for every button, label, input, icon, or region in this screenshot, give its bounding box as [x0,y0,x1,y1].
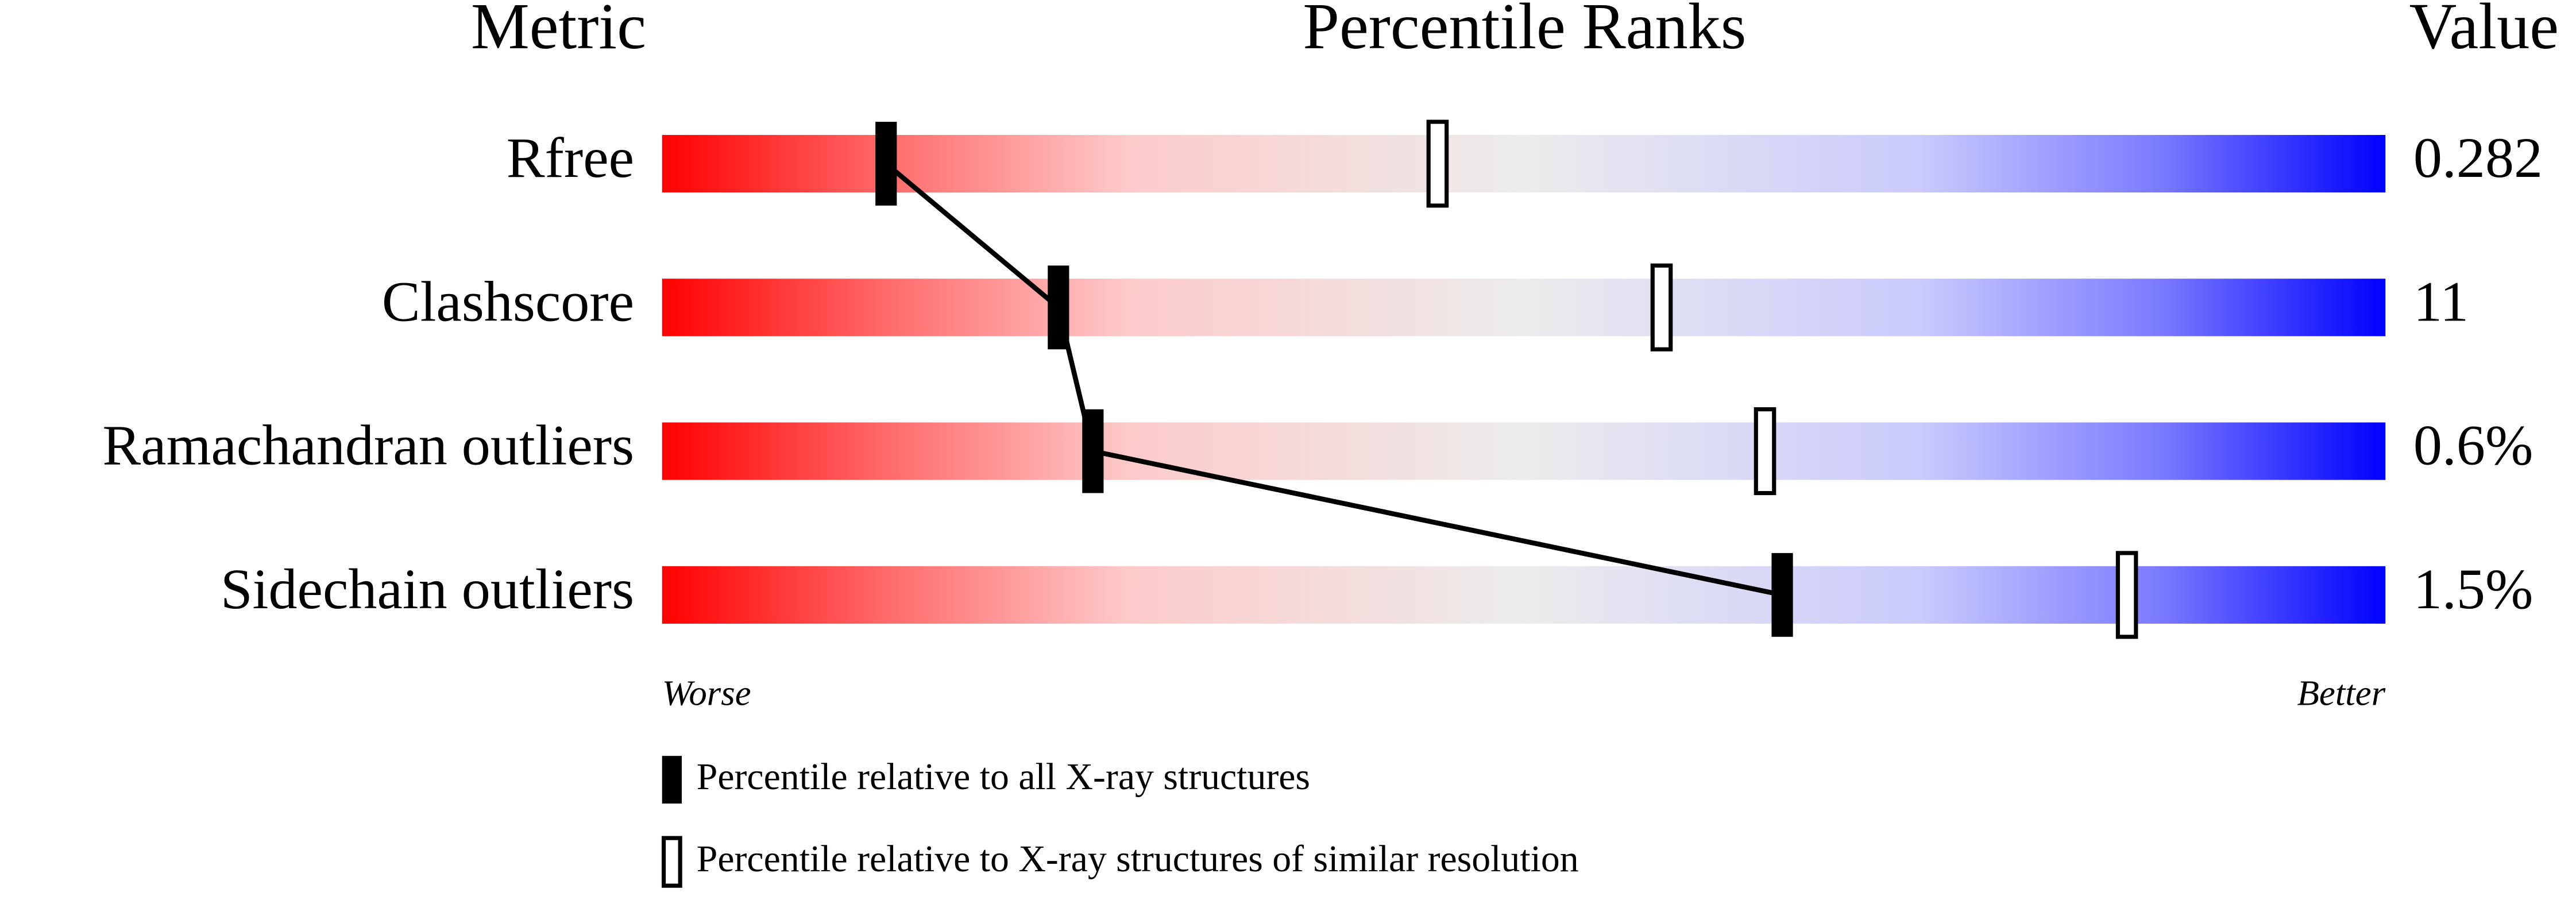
gradient-bar [662,279,2386,337]
metric-label: Ramachandran outliers [102,414,634,477]
metric-value: 0.282 [2413,126,2543,190]
all-structures-marker [1082,409,1104,493]
legend-label: Percentile relative to X-ray structures … [697,838,1579,880]
metric-header: Metric [471,0,646,63]
better-label: Better [2297,673,2385,713]
all-structures-marker [875,122,897,206]
metric-label: Rfree [507,126,634,190]
legend-swatch [662,756,682,804]
metric-label: Sidechain outliers [221,557,634,621]
metric-value: 11 [2413,269,2469,333]
legend-label: Percentile relative to all X-ray structu… [697,756,1310,798]
value-header: Value [2409,0,2559,63]
legend-swatch [661,836,682,888]
worse-label: Worse [662,673,751,713]
gradient-bar [662,566,2386,624]
gradient-bar [662,134,2386,193]
similar-resolution-marker [1650,263,1673,351]
all-structures-marker [1048,265,1069,350]
similar-resolution-marker [2115,551,2138,639]
metric-value: 0.6% [2413,414,2533,477]
all-structures-marker [1771,553,1793,637]
connector-line [885,161,1783,598]
ranks-header: Percentile Ranks [1303,0,1746,63]
metric-label: Clashscore [382,269,634,333]
gradient-bar [662,422,2386,480]
similar-resolution-marker [1754,407,1776,496]
metric-value: 1.5% [2413,557,2533,621]
similar-resolution-marker [1426,119,1449,208]
